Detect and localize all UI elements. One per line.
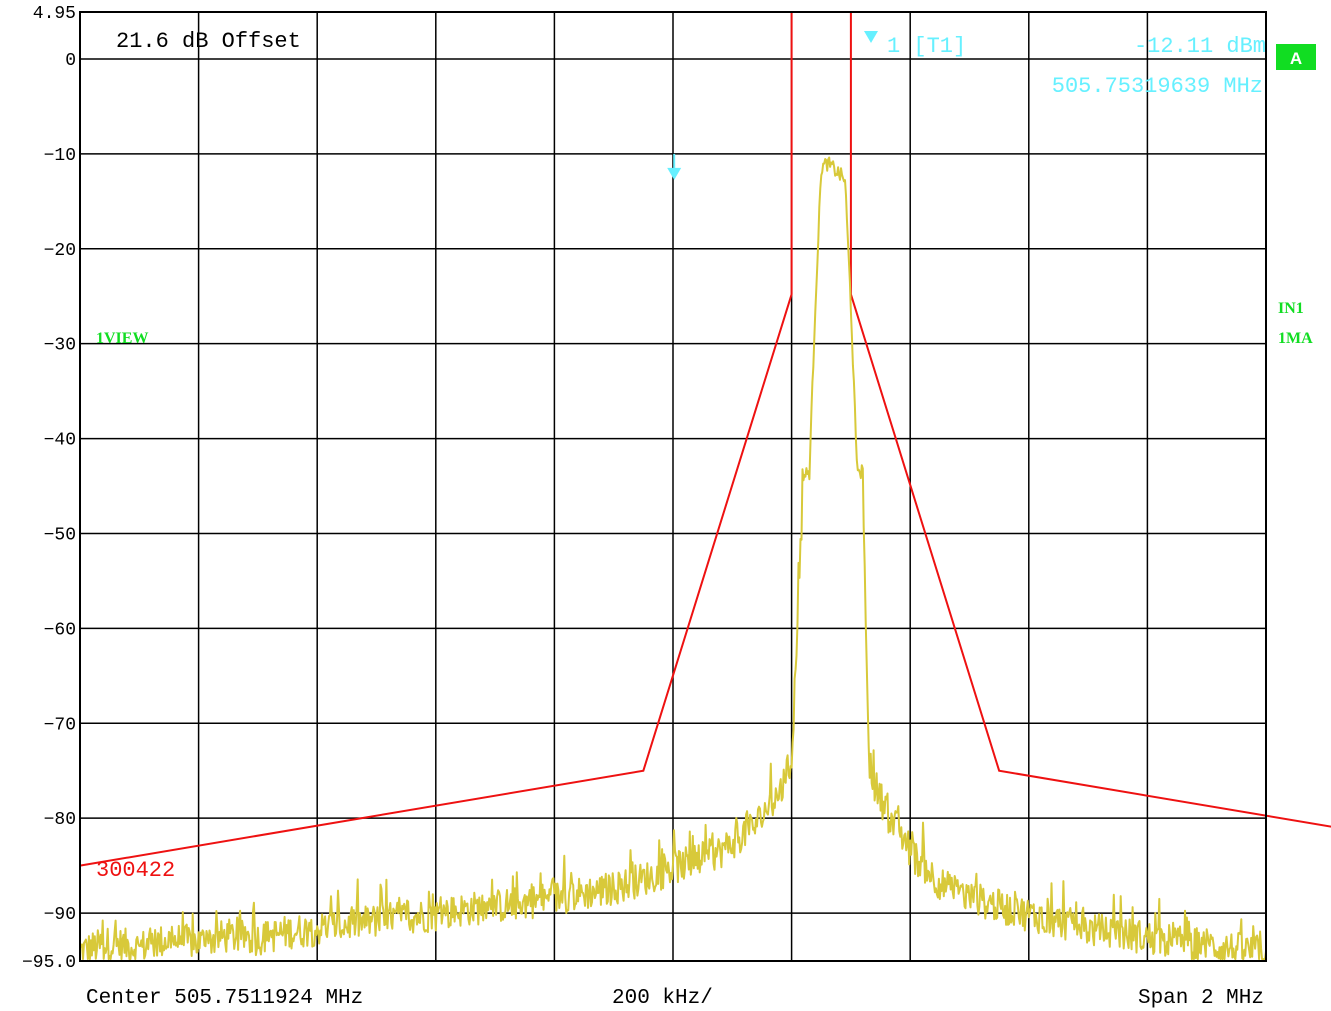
side-label-1ma: 1MA — [1278, 330, 1313, 347]
footer-per-div: 200 kHz/ — [612, 987, 713, 1010]
y-tick-label: −60 — [44, 620, 76, 640]
y-tick-label: −10 — [44, 146, 76, 166]
y-tick-label: 4.95 — [33, 4, 76, 24]
y-tick-label: −30 — [44, 336, 76, 356]
y-tick-label: 0 — [65, 51, 76, 71]
side-label-in1: IN1 — [1278, 300, 1304, 317]
y-tick-label: −70 — [44, 715, 76, 735]
y-tick-label: −95.0 — [22, 953, 76, 973]
footer-center: Center 505.7511924 MHz — [86, 987, 363, 1010]
y-tick-label: −80 — [44, 810, 76, 830]
limit-line-name: 300422 — [96, 858, 175, 883]
limit-line-right — [849, 12, 1331, 828]
trace-mode-label: 1VIEW — [96, 330, 148, 347]
trace-badge — [1276, 44, 1316, 70]
y-tick-label: −20 — [44, 241, 76, 261]
y-tick-label: −90 — [44, 905, 76, 925]
marker-1-point — [667, 153, 682, 180]
marker-frequency: 505.75319639 MHz — [1052, 74, 1263, 99]
y-tick-labels: 4.95 0 −10 −20 −30 −40 −50 −60 −70 −80 −90 −95.0 — [22, 4, 76, 973]
spectrum-trace — [79, 156, 1267, 961]
marker-triangle-icon — [864, 31, 878, 43]
y-tick-label: −40 — [44, 431, 76, 451]
marker-level: -12.11 dBm — [1134, 34, 1266, 59]
offset-label: 21.6 dB Offset — [116, 29, 301, 54]
footer-span: Span 2 MHz — [1138, 987, 1264, 1010]
limit-line-left — [79, 12, 793, 867]
trace-badge-label: A — [1290, 49, 1302, 68]
plot-frame — [79, 11, 1267, 962]
y-tick-label: −50 — [44, 525, 76, 545]
marker-label: 1 [T1] — [887, 34, 966, 59]
